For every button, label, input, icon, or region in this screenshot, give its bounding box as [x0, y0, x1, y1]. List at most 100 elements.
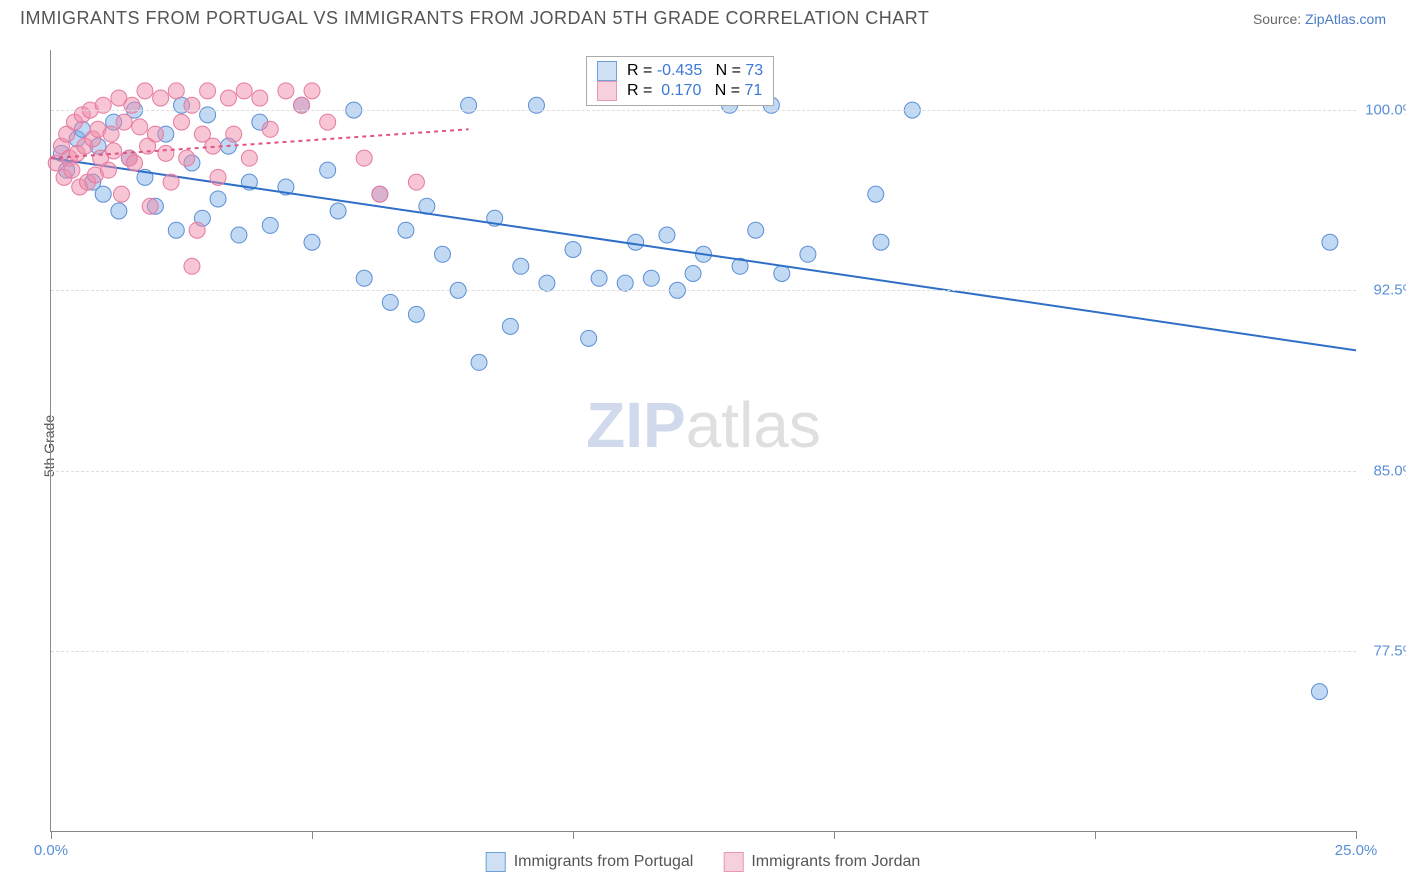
data-point: [304, 83, 320, 99]
data-point: [356, 270, 372, 286]
x-tick: [834, 831, 835, 839]
data-point: [1311, 684, 1327, 700]
data-point: [147, 126, 163, 142]
gridline: [51, 471, 1356, 472]
data-point: [408, 174, 424, 190]
data-point: [1322, 234, 1338, 250]
data-point: [382, 294, 398, 310]
x-tick: [1095, 831, 1096, 839]
data-point: [800, 246, 816, 262]
data-point: [748, 222, 764, 238]
data-point: [868, 186, 884, 202]
data-point: [236, 83, 252, 99]
data-point: [111, 203, 127, 219]
data-point: [659, 227, 675, 243]
data-point: [398, 222, 414, 238]
swatch-jordan-icon: [723, 852, 743, 872]
data-point: [116, 114, 132, 130]
data-point: [643, 270, 659, 286]
x-tick-label: 25.0%: [1335, 842, 1378, 859]
data-point: [113, 186, 129, 202]
data-point: [210, 191, 226, 207]
swatch-portugal: [597, 61, 617, 81]
data-point: [200, 83, 216, 99]
data-point: [685, 265, 701, 281]
data-point: [278, 83, 294, 99]
data-point: [408, 306, 424, 322]
gridline: [51, 651, 1356, 652]
data-point: [231, 227, 247, 243]
data-point: [132, 119, 148, 135]
data-point: [189, 222, 205, 238]
swatch-portugal-icon: [486, 852, 506, 872]
data-point: [184, 258, 200, 274]
gridline: [51, 290, 1356, 291]
data-point: [106, 143, 122, 159]
data-point: [226, 126, 242, 142]
data-point: [137, 83, 153, 99]
data-point: [320, 114, 336, 130]
data-point: [502, 318, 518, 334]
data-point: [220, 90, 236, 106]
data-point: [103, 126, 119, 142]
data-point: [591, 270, 607, 286]
data-point: [168, 222, 184, 238]
series-legend: Immigrants from Portugal Immigrants from…: [486, 852, 921, 872]
data-point: [262, 121, 278, 137]
data-point: [565, 241, 581, 257]
trend-line: [51, 158, 1356, 350]
x-tick: [312, 831, 313, 839]
data-point: [241, 150, 257, 166]
source-attribution: Source: ZipAtlas.com: [1253, 11, 1386, 27]
source-link[interactable]: ZipAtlas.com: [1305, 11, 1386, 27]
data-point: [158, 145, 174, 161]
data-point: [774, 265, 790, 281]
data-point: [330, 203, 346, 219]
data-point: [320, 162, 336, 178]
page-title: IMMIGRANTS FROM PORTUGAL VS IMMIGRANTS F…: [20, 8, 929, 29]
data-point: [471, 354, 487, 370]
data-point: [513, 258, 529, 274]
data-point: [210, 169, 226, 185]
legend-label-portugal: Immigrants from Portugal: [514, 853, 694, 871]
legend-row-portugal: R = -0.435 N = 73: [597, 61, 763, 81]
data-point: [174, 114, 190, 130]
data-point: [628, 234, 644, 250]
data-point: [153, 90, 169, 106]
legend-item-jordan: Immigrants from Jordan: [723, 852, 920, 872]
data-point: [252, 90, 268, 106]
y-tick-label: 85.0%: [1373, 462, 1406, 479]
legend-item-portugal: Immigrants from Portugal: [486, 852, 694, 872]
data-point: [100, 162, 116, 178]
data-point: [127, 155, 143, 171]
data-point: [168, 83, 184, 99]
data-point: [581, 330, 597, 346]
legend-label-jordan: Immigrants from Jordan: [751, 853, 920, 871]
data-point: [372, 186, 388, 202]
legend-row-jordan: R = 0.170 N = 71: [597, 81, 763, 101]
data-point: [539, 275, 555, 291]
data-point: [304, 234, 320, 250]
data-point: [64, 162, 80, 178]
data-point: [95, 186, 111, 202]
x-tick: [51, 831, 52, 839]
data-point: [179, 150, 195, 166]
data-point: [262, 217, 278, 233]
x-tick: [1356, 831, 1357, 839]
gridline: [51, 110, 1356, 111]
data-point: [356, 150, 372, 166]
scatter-plot-svg: [51, 50, 1356, 831]
source-prefix: Source:: [1253, 11, 1305, 27]
correlation-legend: R = -0.435 N = 73 R = 0.170 N = 71: [586, 56, 774, 106]
data-point: [163, 174, 179, 190]
data-point: [435, 246, 451, 262]
x-tick-label: 0.0%: [34, 842, 68, 859]
chart-area: R = -0.435 N = 73 R = 0.170 N = 71 ZIPat…: [50, 50, 1356, 832]
swatch-jordan: [597, 81, 617, 101]
y-tick-label: 92.5%: [1373, 282, 1406, 299]
data-point: [617, 275, 633, 291]
data-point: [142, 198, 158, 214]
y-tick-label: 100.0%: [1365, 102, 1406, 119]
x-tick: [573, 831, 574, 839]
data-point: [873, 234, 889, 250]
